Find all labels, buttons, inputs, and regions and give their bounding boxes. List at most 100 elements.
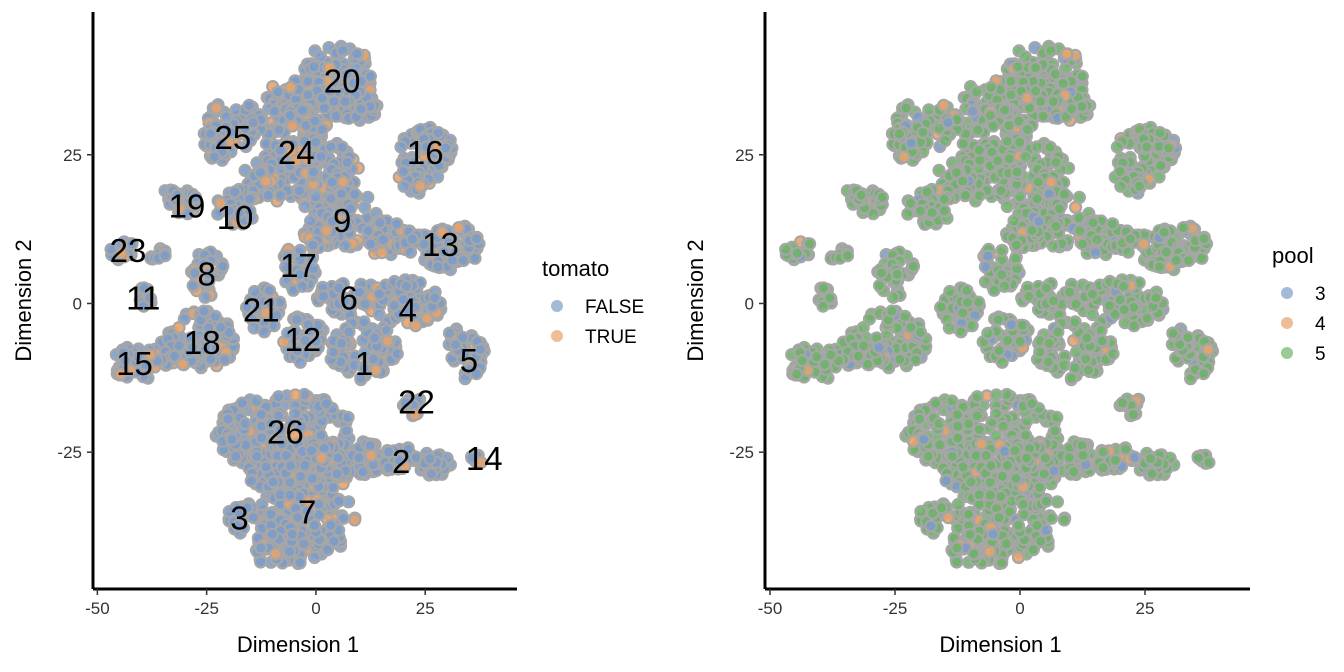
data-point [1048, 67, 1062, 81]
cluster-label: 21 [243, 291, 280, 328]
data-point [1038, 451, 1052, 465]
data-point [319, 223, 333, 238]
data-point [1041, 355, 1055, 369]
data-point [158, 249, 172, 263]
data-point [951, 419, 965, 433]
cluster-label: 18 [184, 324, 221, 361]
data-point [283, 488, 297, 502]
data-point [295, 103, 310, 117]
data-point [1022, 289, 1036, 303]
data-point [424, 467, 438, 481]
data-point [306, 165, 320, 179]
data-point [997, 103, 1012, 117]
x-axis-title: Dimension 1 [237, 632, 359, 657]
data-point [324, 518, 338, 532]
data-point [1095, 334, 1109, 348]
data-point [1196, 367, 1211, 381]
data-point [216, 259, 230, 273]
data-point [314, 150, 328, 164]
data-point [283, 459, 298, 473]
data-point [929, 396, 943, 410]
data-point [1049, 155, 1063, 169]
data-point [288, 388, 302, 402]
data-point [964, 475, 978, 489]
data-point [1068, 361, 1082, 375]
data-point [951, 431, 965, 445]
data-point [938, 134, 952, 148]
data-point [960, 295, 975, 310]
data-point [903, 196, 918, 210]
data-point [356, 465, 370, 479]
data-point [1102, 298, 1117, 313]
data-point [1031, 175, 1045, 189]
data-point [1020, 122, 1035, 137]
data-point [304, 214, 318, 228]
cluster-label: 19 [169, 187, 206, 224]
data-point [874, 266, 888, 280]
data-point [315, 451, 329, 465]
data-point [271, 85, 285, 99]
data-point [1166, 326, 1180, 340]
data-point [1068, 315, 1082, 329]
data-point [972, 143, 986, 157]
data-point [989, 406, 1004, 421]
data-point [222, 204, 236, 218]
data-point [221, 412, 235, 426]
data-point [1048, 424, 1062, 438]
data-point [242, 98, 256, 112]
data-point [1004, 318, 1018, 332]
data-point [1030, 192, 1044, 206]
data-point [1136, 237, 1151, 251]
cluster-label: 10 [217, 199, 254, 236]
points-layer [779, 39, 1220, 571]
data-point [259, 460, 273, 474]
data-point [856, 321, 870, 335]
data-point [937, 98, 951, 112]
data-point [937, 192, 951, 206]
data-point [172, 321, 186, 335]
data-point [1140, 140, 1154, 154]
data-point [890, 321, 904, 335]
data-point [1088, 246, 1103, 260]
data-point [854, 188, 868, 202]
data-point [994, 184, 1008, 198]
y-tick-label: -25 [57, 443, 82, 462]
data-point [170, 188, 184, 202]
data-point [335, 140, 349, 154]
data-point [1105, 217, 1120, 231]
cluster-label: 5 [460, 342, 478, 379]
data-point [1128, 450, 1142, 464]
data-point [1123, 232, 1137, 246]
legend-label: TRUE [585, 327, 637, 348]
data-point [1202, 455, 1216, 470]
data-point [1094, 323, 1108, 337]
data-point [970, 409, 984, 423]
data-point [1073, 224, 1087, 238]
data-point [261, 188, 275, 202]
data-point [885, 304, 899, 318]
data-point [1013, 135, 1027, 149]
data-point [266, 475, 280, 489]
data-point [413, 179, 427, 193]
data-point [323, 84, 337, 98]
cluster-label: 2 [392, 443, 410, 480]
cluster-label: 24 [278, 134, 315, 171]
y-tick-label: 25 [63, 146, 82, 165]
data-point [1043, 140, 1057, 154]
data-point [1049, 219, 1063, 233]
data-point [207, 150, 222, 164]
cluster-label: 7 [298, 494, 316, 531]
data-point [921, 449, 935, 463]
data-point [960, 284, 974, 298]
data-point [1181, 253, 1196, 268]
cluster-label: 25 [215, 119, 252, 156]
data-point [1143, 452, 1158, 466]
data-point [983, 108, 998, 123]
data-point [326, 480, 340, 494]
data-point [932, 438, 947, 452]
data-point [943, 284, 957, 299]
data-point [338, 239, 352, 253]
data-point [1000, 333, 1015, 348]
data-point [1009, 238, 1024, 252]
